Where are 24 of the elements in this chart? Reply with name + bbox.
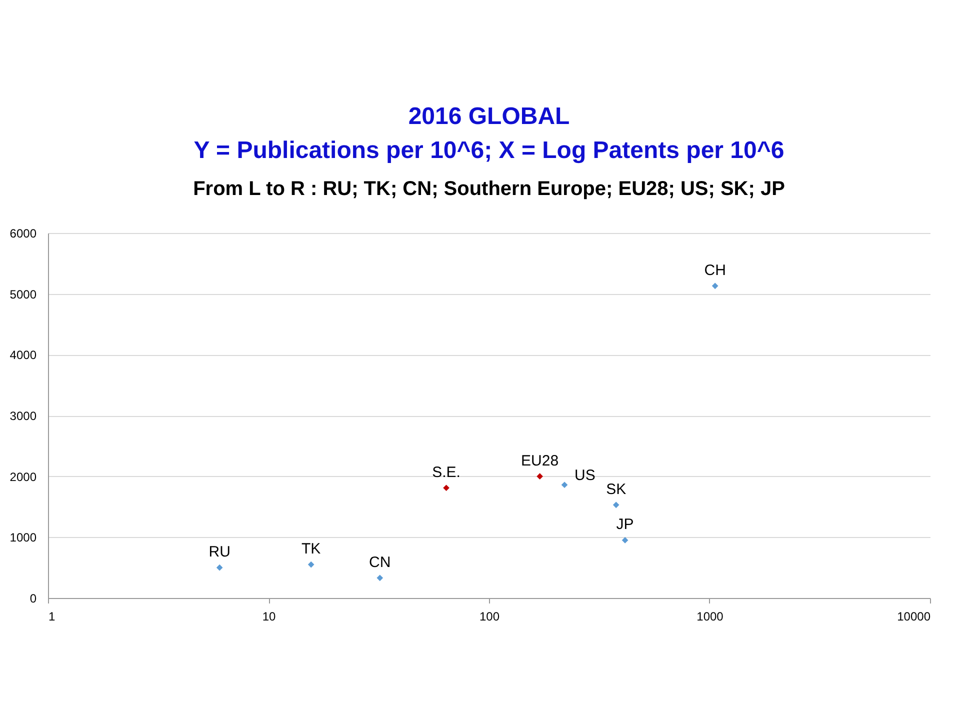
y-tick-label: 0 [30, 592, 37, 606]
annotation: RU [208, 544, 230, 561]
y-tick-label: 4000 [10, 348, 37, 362]
y-tick-label: 3000 [10, 409, 37, 423]
x-tick-label: 10000 [897, 610, 931, 624]
x-tick-label: 1 [48, 610, 56, 624]
y-tick-label: 5000 [10, 287, 37, 302]
chart-subtitle: Y = Publications per 10^6; X = Log Patents per 10^6 [194, 137, 784, 164]
x-tick-label: 100 [479, 610, 500, 624]
text: From L to R : RU; TK; CN; Southern Europe; EU28; US; SK; JP [193, 178, 785, 200]
annotation: SK [606, 480, 626, 498]
annotation: CN [369, 554, 391, 571]
annotation: CH [704, 262, 726, 279]
y-tick-label: 2000 [10, 470, 37, 484]
annotation: US [574, 466, 596, 484]
annotation: JP [616, 516, 634, 534]
chart-title: 2016 GLOBAL [408, 103, 570, 130]
annotation: EU28 [521, 452, 559, 470]
annotation: S.E. [432, 464, 460, 481]
x-tick-label: 10 [262, 610, 276, 624]
y-tick-label: 6000 [10, 226, 37, 240]
y-tick-label: 1000 [10, 530, 37, 545]
x-tick-label: 1000 [696, 610, 724, 624]
annotation: TK [302, 540, 321, 558]
